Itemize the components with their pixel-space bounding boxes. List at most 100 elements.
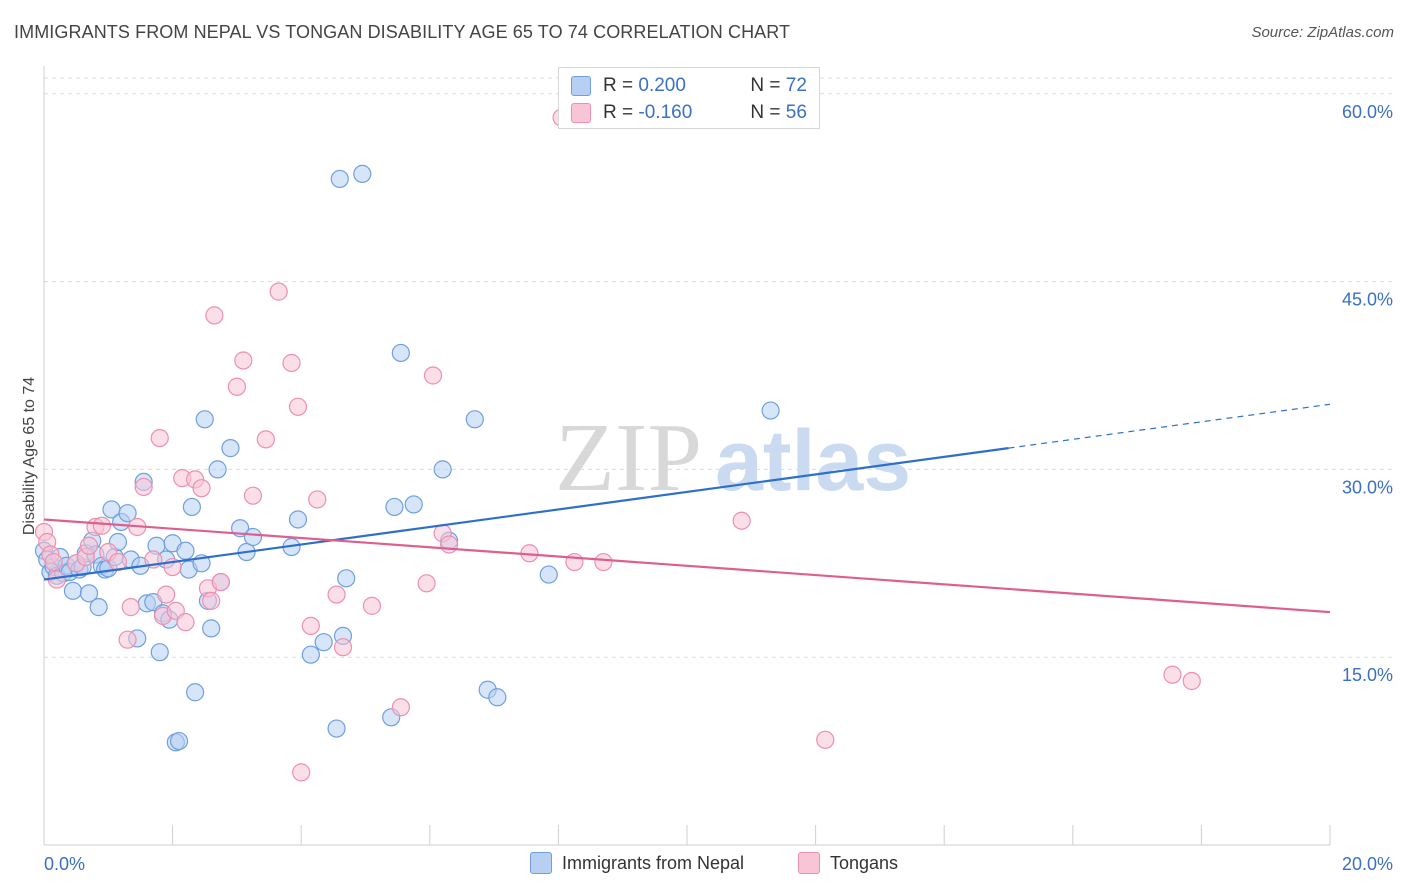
scatter-point bbox=[121, 598, 140, 617]
scatter-point bbox=[176, 541, 195, 560]
scatter-point bbox=[118, 504, 137, 523]
watermark: ZIP atlas bbox=[555, 404, 911, 512]
scatter-point bbox=[79, 536, 99, 555]
stats-row-tongans: R = -0.160 N = 56 bbox=[571, 101, 807, 125]
scatter-point bbox=[301, 645, 320, 664]
scatter-point bbox=[63, 581, 83, 600]
scatter-point bbox=[314, 633, 333, 652]
scatter-point bbox=[192, 479, 211, 498]
scatter-point bbox=[186, 683, 205, 702]
scatter-point bbox=[362, 596, 382, 615]
scatter-point bbox=[118, 630, 137, 649]
scatter-point bbox=[816, 730, 835, 749]
trend-line-1 bbox=[43, 518, 1331, 614]
trend-line-0 bbox=[43, 447, 1009, 581]
scatter-point bbox=[169, 731, 189, 751]
stats-row-nepal: R = 0.200 N = 72 bbox=[571, 74, 807, 98]
scatter-point bbox=[89, 598, 108, 617]
nepal-swatch bbox=[571, 76, 591, 96]
scatter-point bbox=[288, 397, 308, 416]
n-value: 72 bbox=[785, 75, 807, 96]
scatter-point bbox=[227, 377, 246, 396]
scatter-point bbox=[565, 552, 584, 572]
scatter-point bbox=[333, 638, 353, 657]
scatter-point bbox=[205, 306, 224, 325]
scatter-point bbox=[433, 460, 452, 479]
scatter-point bbox=[327, 585, 346, 604]
legend-label-nepal: Immigrants from Nepal bbox=[562, 852, 745, 873]
axes bbox=[43, 66, 1331, 846]
n-label: N = bbox=[750, 102, 781, 123]
y-axis-label: Disability Age 65 to 74 bbox=[21, 376, 38, 536]
scatter-point bbox=[202, 619, 221, 638]
scatter-point bbox=[423, 366, 443, 385]
scatter-point bbox=[182, 497, 201, 517]
scatter-point bbox=[391, 698, 410, 717]
scatter-point bbox=[150, 643, 169, 662]
y-tick-label: 60.0% bbox=[1342, 102, 1393, 122]
trend-lines bbox=[43, 403, 1331, 614]
scatter-point bbox=[150, 428, 169, 448]
trend-line-extension-0 bbox=[1008, 403, 1331, 449]
scatter-point bbox=[288, 510, 308, 529]
scatter-point bbox=[404, 495, 423, 514]
r-label: R = bbox=[603, 102, 634, 123]
scatter-point bbox=[157, 585, 176, 604]
scatter-point bbox=[208, 460, 227, 479]
scatter-point bbox=[417, 574, 436, 593]
scatter-point bbox=[134, 477, 153, 497]
stats-legend: R = 0.200 N = 72 R = -0.160 N = 56 bbox=[558, 67, 820, 129]
scatter-point bbox=[465, 410, 484, 429]
scatter-point bbox=[202, 591, 221, 610]
n-value: 56 bbox=[785, 102, 807, 123]
scatter-point bbox=[92, 516, 111, 535]
legend-item-nepal[interactable]: Immigrants from Nepal bbox=[530, 852, 744, 874]
series-1-points bbox=[34, 108, 1201, 782]
scatter-point bbox=[385, 497, 404, 517]
scatter-point bbox=[539, 565, 558, 584]
x-tick-label-max: 20.0% bbox=[1342, 854, 1393, 874]
r-value: 0.200 bbox=[638, 75, 686, 96]
r-value: -0.160 bbox=[638, 102, 693, 123]
r-label: R = bbox=[603, 75, 634, 96]
scatter-point bbox=[327, 719, 346, 738]
scatter-point bbox=[221, 439, 240, 458]
n-label: N = bbox=[750, 75, 781, 96]
nepal-legend-swatch bbox=[530, 852, 552, 874]
scatter-point bbox=[256, 430, 275, 449]
watermark-atlas: atlas bbox=[715, 413, 911, 509]
y-tick-label: 15.0% bbox=[1342, 665, 1393, 685]
y-tick-label: 30.0% bbox=[1342, 477, 1393, 497]
scatter-point bbox=[391, 343, 410, 363]
scatter-point bbox=[1182, 671, 1201, 691]
scatter-point bbox=[44, 552, 63, 572]
scatter-point bbox=[243, 486, 263, 505]
y-tick-label: 45.0% bbox=[1342, 290, 1393, 310]
scatter-point bbox=[308, 490, 327, 509]
x-tick-label-min: 0.0% bbox=[44, 854, 85, 874]
watermark-zip: ZIP bbox=[555, 404, 702, 512]
scatter-point bbox=[337, 569, 356, 588]
scatter-point bbox=[292, 763, 311, 782]
scatter-point bbox=[439, 535, 459, 554]
scatter-point bbox=[269, 282, 288, 301]
tick-labels: 15.0% 30.0% 45.0% 60.0% 0.0% 20.0% bbox=[44, 102, 1393, 874]
scatter-point bbox=[353, 164, 372, 184]
scatter-point bbox=[195, 410, 214, 429]
scatter-point bbox=[761, 401, 780, 420]
scatter-point bbox=[1163, 665, 1182, 684]
scatter-point bbox=[176, 613, 195, 632]
legend-label-tongans: Tongans bbox=[830, 852, 899, 873]
scatter-points bbox=[34, 108, 1201, 782]
tongans-swatch bbox=[571, 103, 591, 123]
scatter-point bbox=[234, 351, 253, 370]
scatter-point bbox=[732, 511, 751, 530]
legend-item-tongans[interactable]: Tongans bbox=[798, 852, 898, 874]
scatter-point bbox=[282, 353, 301, 373]
scatter-point bbox=[594, 552, 613, 572]
chart-title: IMMIGRANTS FROM NEPAL VS TONGAN DISABILI… bbox=[14, 22, 791, 42]
scatter-point bbox=[330, 169, 349, 189]
source-label: Source: ZipAtlas.com bbox=[1251, 24, 1394, 41]
scatter-point bbox=[211, 572, 230, 592]
scatter-point bbox=[488, 688, 507, 707]
